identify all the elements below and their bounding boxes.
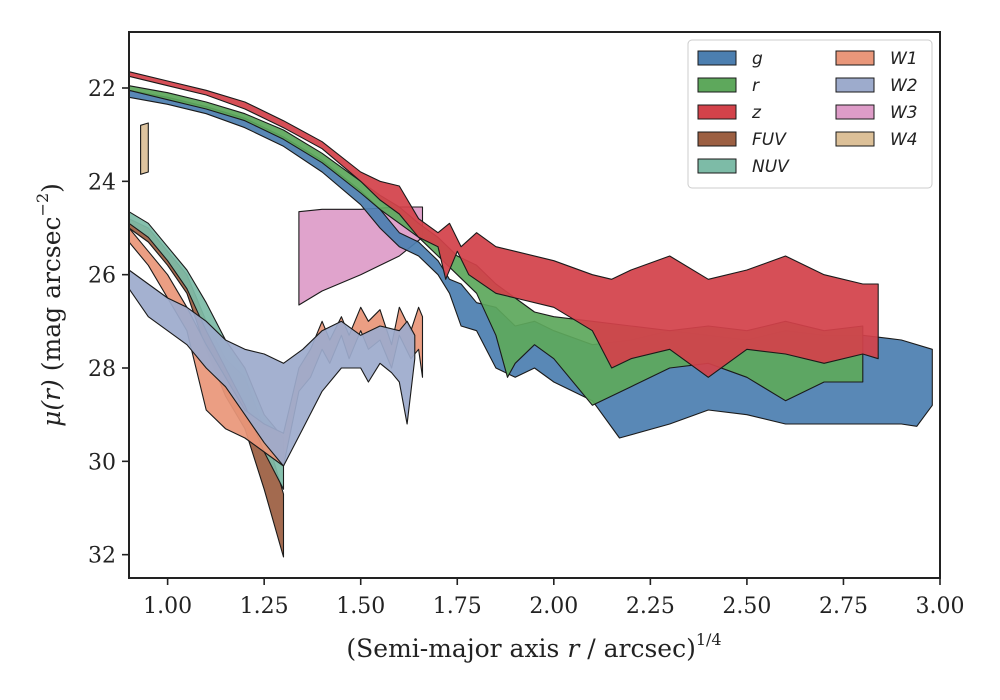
y-tick-label: 26 — [88, 264, 116, 289]
legend-swatch-w3 — [835, 104, 875, 120]
legend-label-w2: W2 — [890, 76, 918, 96]
band-z — [128, 71, 879, 378]
legend-label-nuv: NUV — [752, 157, 790, 177]
legend-label-z: z — [751, 103, 762, 123]
x-tick-label: 2.00 — [529, 594, 578, 619]
x-tick-label: 1.25 — [240, 594, 289, 619]
x-tick-label: 1.00 — [143, 594, 192, 619]
legend-swatch-w4 — [835, 131, 875, 147]
legend-swatch-nuv — [697, 158, 737, 174]
x-tick-label: 1.50 — [336, 594, 385, 619]
band-w4 — [140, 122, 149, 175]
legend: grz FUV NUV W1 W2 W3 W4 — [687, 39, 933, 189]
x-tick-label: 2.50 — [722, 594, 771, 619]
band-nuv — [128, 211, 285, 490]
plot-frame — [128, 31, 941, 579]
legend-label-fuv: FUV — [752, 130, 787, 150]
legend-swatch-r — [697, 77, 737, 93]
legend-swatch-g — [697, 50, 737, 66]
x-tick-label: 1.75 — [433, 594, 482, 619]
y-tick-label: 24 — [88, 170, 116, 195]
legend-label-r: r — [752, 76, 760, 96]
legend-swatch-fuv — [697, 131, 737, 147]
y-tick-label: 32 — [88, 544, 116, 569]
y-axis: 22 24 26 28 30 32 — [88, 77, 129, 569]
legend-swatch-w1 — [835, 50, 875, 66]
x-tick-label: 3.00 — [916, 594, 965, 619]
legend-label-w4: W4 — [890, 130, 918, 150]
legend-label-w1: W1 — [890, 49, 918, 69]
y-axis-label: μ(r) (mag arcsec−2) — [33, 183, 66, 427]
y-tick-label: 30 — [88, 450, 116, 475]
y-tick-label: 22 — [88, 77, 116, 102]
legend-label-w3: W3 — [890, 103, 918, 123]
band-w2 — [128, 269, 416, 467]
legend-swatch-w2 — [835, 77, 875, 93]
x-tick-label: 2.25 — [626, 594, 675, 619]
y-tick-label: 28 — [88, 357, 116, 382]
legend-box — [687, 39, 933, 189]
x-tick-label: 2.75 — [819, 594, 868, 619]
series-layer — [128, 71, 933, 558]
legend-label-g: g — [752, 49, 763, 69]
x-axis: 1.00 1.25 1.50 1.75 2.00 2.25 2.50 2.75 3.00 — [143, 578, 964, 619]
x-axis-label: (Semi-major axis r / arcsec)1/4 — [346, 630, 721, 663]
legend-swatch-z — [697, 104, 737, 120]
